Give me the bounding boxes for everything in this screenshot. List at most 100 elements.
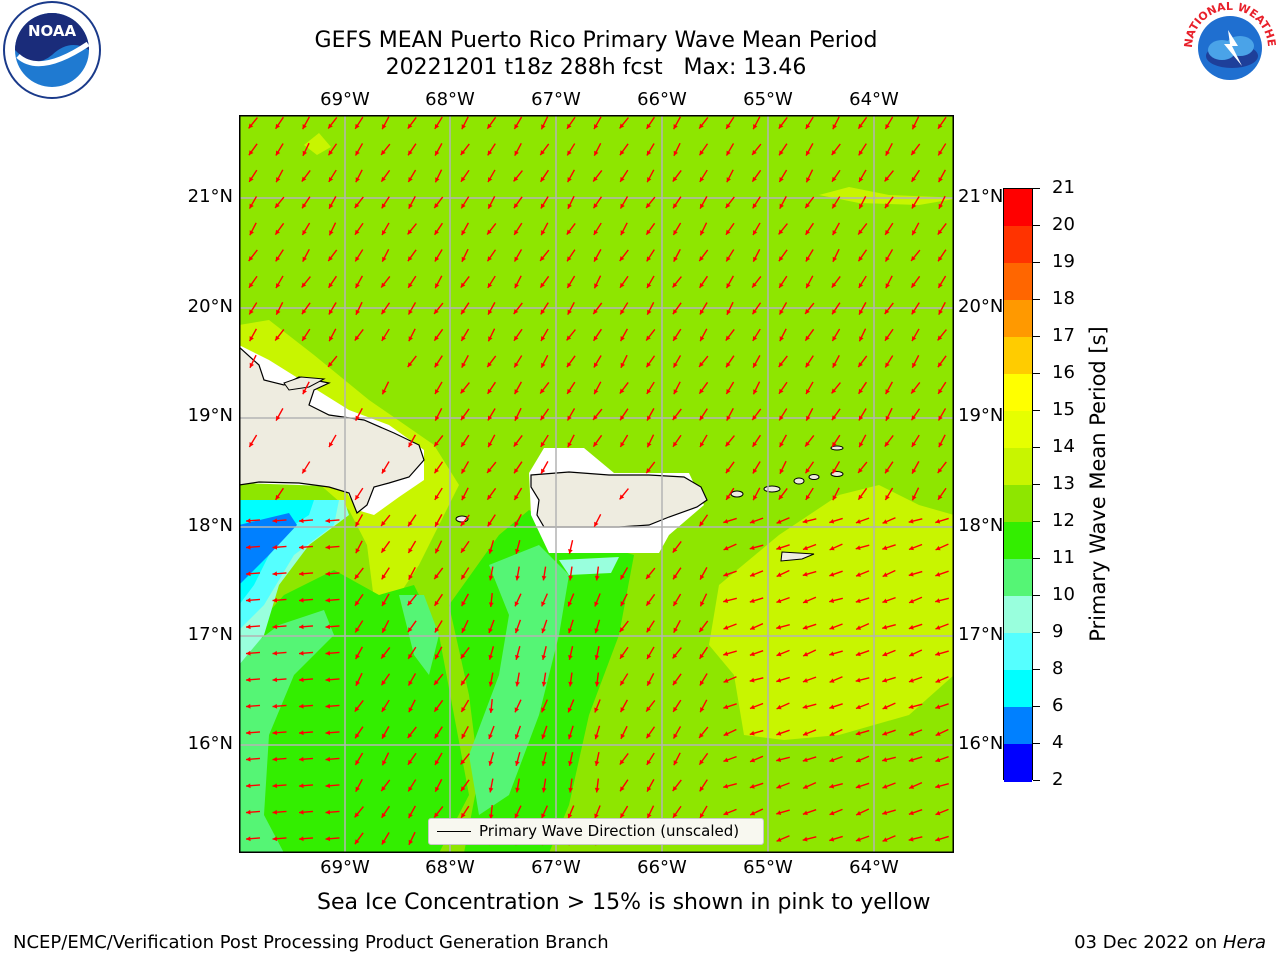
wave-arrow-head <box>699 362 704 367</box>
wave-arrow-head <box>272 677 278 683</box>
wave-arrow-head <box>937 494 943 500</box>
wave-arrow-head <box>407 733 413 739</box>
wave-arrow-head <box>246 783 251 789</box>
wave-arrow-head <box>594 707 599 713</box>
wave-arrow-head <box>805 468 810 474</box>
wave-arrow-head <box>908 545 914 551</box>
wave-arrow-head <box>673 760 678 766</box>
wave-arrow-head <box>858 229 863 235</box>
lat-label-left-20n: 20°N <box>187 296 233 317</box>
wave-arrow-head <box>540 256 545 261</box>
wave-arrow-head <box>723 625 729 630</box>
wave-arrow-head <box>514 468 519 474</box>
wave-arrow-head <box>699 123 704 129</box>
wave-arrow-head <box>884 335 890 341</box>
wave-arrow-head <box>408 707 413 713</box>
wave-arrow-head <box>779 442 784 448</box>
wave-arrow-head <box>594 628 600 634</box>
wave-arrow-head <box>620 601 625 607</box>
colorbar-tick-label: 21 <box>1052 177 1075 198</box>
wave-arrow-head <box>593 415 598 420</box>
wave-arrow-head <box>673 362 678 368</box>
wave-arrow-head <box>802 810 808 816</box>
wave-arrow-head <box>488 309 493 315</box>
wave-arrow-head <box>749 730 755 736</box>
wave-arrow-head <box>460 521 466 527</box>
wave-arrow-head <box>647 177 652 183</box>
wave-arrow-head <box>831 282 837 288</box>
wave-arrow-head <box>855 730 861 736</box>
wave-arrow-head <box>726 177 731 183</box>
wave-arrow-head <box>726 494 731 500</box>
wave-arrow-head <box>541 230 546 236</box>
wave-arrow-head <box>461 733 466 739</box>
wave-arrow-head <box>541 734 546 740</box>
wave-arrow-head <box>275 494 281 500</box>
period-10-11-patch <box>399 595 439 675</box>
wave-arrow-head <box>299 677 304 683</box>
wave-arrow-head <box>514 521 519 527</box>
wave-arrow-head <box>672 786 678 792</box>
wave-arrow-head <box>513 335 519 341</box>
wave-arrow-head <box>859 177 864 183</box>
wave-arrow-head <box>646 335 651 341</box>
wave-arrow-head <box>884 203 890 209</box>
wave-arrow-head <box>620 442 625 448</box>
wave-arrow-head <box>646 468 651 474</box>
wave-arrow-head <box>806 283 811 289</box>
wave-arrow-head <box>726 283 731 289</box>
wave-arrow-head <box>882 598 888 604</box>
wave-arrow-head <box>752 441 758 447</box>
colorbar-tick-mark <box>1033 521 1040 522</box>
wave-arrow-head <box>594 389 599 395</box>
wave-arrow-head <box>938 283 943 289</box>
lat-label-right-18n: 18°N <box>958 515 1004 536</box>
wave-arrow-head <box>749 704 755 710</box>
wave-arrow-head <box>935 678 941 683</box>
wave-arrow-head <box>699 282 705 288</box>
wave-arrow-head <box>272 518 278 524</box>
wave-arrow-head <box>541 707 546 713</box>
wave-arrow-head <box>513 441 519 447</box>
wave-arrow-head <box>568 787 574 793</box>
wave-arrow-head <box>937 335 943 341</box>
wave-arrow-head <box>935 810 941 816</box>
wave-arrow-head <box>805 256 811 262</box>
wave-arrow-head <box>381 706 387 712</box>
wave-arrow-head <box>885 495 890 501</box>
wave-arrow-head <box>803 731 808 736</box>
wave-arrow-head <box>567 601 573 607</box>
colorbar-tick-label: 12 <box>1052 510 1075 531</box>
lon-label-bottom-67w: 67°W <box>531 857 581 878</box>
wave-arrow-head <box>407 229 413 235</box>
wave-arrow-head <box>594 681 600 687</box>
wave-arrow-head <box>567 309 572 315</box>
lon-label-top-68w: 68°W <box>425 89 475 110</box>
wave-arrow-head <box>699 388 704 394</box>
wave-arrow-head <box>487 123 492 129</box>
wave-arrow-head <box>673 150 679 156</box>
wave-arrow-head <box>407 627 413 633</box>
wave-arrow-head <box>778 388 784 394</box>
wave-arrow-head <box>776 519 782 524</box>
wave-arrow-head <box>938 388 943 394</box>
wave-arrow-head <box>325 836 331 842</box>
wave-arrow-head <box>646 203 651 208</box>
wave-arrow-head <box>487 415 493 421</box>
wave-arrow-head <box>435 786 440 792</box>
wave-arrow-head <box>487 229 492 235</box>
wave-arrow-head <box>937 229 943 235</box>
wave-arrow-head <box>885 283 890 289</box>
wave-arrow-head <box>488 654 494 660</box>
lon-label-bottom-68w: 68°W <box>425 857 475 878</box>
wave-arrow-head <box>514 813 520 819</box>
colorbar-tick-label: 19 <box>1052 251 1075 272</box>
wave-arrow-head <box>355 786 360 792</box>
lon-label-bottom-64w: 64°W <box>849 857 899 878</box>
wave-arrow-head <box>328 123 333 129</box>
wave-arrow-head <box>435 521 440 527</box>
wave-arrow-head <box>908 757 914 763</box>
wave-arrow-head <box>855 598 861 604</box>
wave-arrow-head <box>935 572 941 577</box>
wave-arrow-head <box>488 203 493 209</box>
